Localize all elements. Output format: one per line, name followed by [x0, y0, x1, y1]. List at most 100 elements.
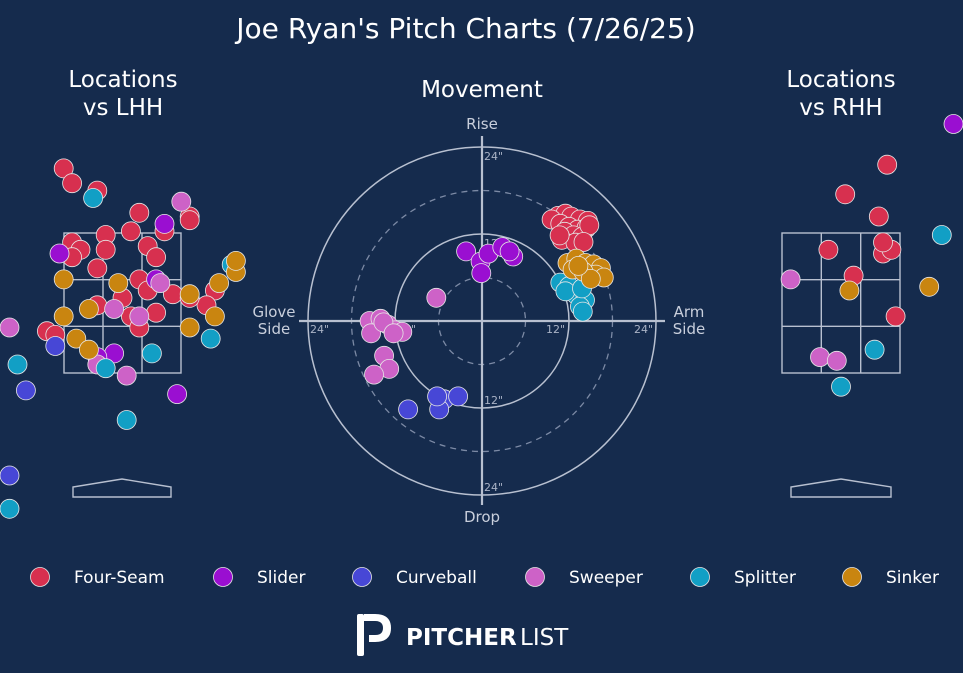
rhh-pitch-sweeper	[810, 347, 830, 368]
rhh-title-line2: vs RHH	[799, 95, 882, 121]
lhh-pitch-curveball	[45, 336, 66, 356]
glove-side-label-1: Glove	[252, 303, 295, 321]
lhh-pitch-sinker	[108, 273, 129, 294]
rhh-pitch-four-seam	[873, 232, 893, 253]
legend: Four-Seam Slider Curveball Sweeper Splitter S…	[30, 567, 939, 588]
movement-title: Movement	[421, 77, 543, 103]
legend-marker-sweeper	[525, 567, 545, 587]
legend-marker-slider	[213, 567, 233, 587]
lhh-pitch-sinker	[179, 284, 200, 305]
movement-panel: Movement Rise Drop Glove Side Arm Side 2…	[252, 77, 705, 526]
movement-points	[359, 203, 614, 420]
lhh-pitch-sinker	[204, 306, 225, 327]
lhh-pitch-sinker	[79, 299, 99, 319]
rise-label: Rise	[466, 115, 498, 133]
rhh-pitch-four-seam	[885, 306, 906, 327]
rhh-pitch-splitter	[864, 339, 885, 360]
lhh-pitch-curveball	[15, 380, 36, 401]
ring-label-12-bottom: 12"	[484, 394, 503, 407]
legend-label-slider: Slider	[257, 568, 305, 588]
lhh-panel: Locations vs LHH	[0, 67, 246, 519]
movement-pitch-sinker	[580, 268, 601, 289]
rhh-pitch-sweeper	[780, 269, 801, 290]
lhh-pitch-sweeper	[116, 365, 137, 386]
lhh-pitch-four-seam	[146, 247, 167, 268]
lhh-pitch-curveball	[0, 465, 20, 486]
lhh-pitch-four-seam	[129, 202, 150, 223]
ring-label-24-left: 24"	[310, 323, 329, 336]
rhh-panel: Locations vs RHH	[780, 67, 963, 498]
lhh-pitch-four-seam	[87, 258, 108, 279]
lhh-pitch-slider	[167, 384, 188, 405]
ring-label-24-bottom: 24"	[484, 481, 503, 494]
movement-pitch-curveball	[427, 386, 448, 407]
logo-text-pitcher: PITCHER	[406, 625, 517, 651]
ring-label-24-top: 24"	[484, 150, 503, 163]
lhh-pitch-splitter	[95, 358, 116, 379]
glove-side-label-2: Side	[258, 320, 290, 338]
legend-label-curveball: Curveball	[396, 568, 477, 588]
rhh-points	[780, 114, 963, 397]
rhh-pitch-splitter	[831, 376, 851, 397]
lhh-pitch-four-seam	[179, 210, 200, 231]
rhh-pitch-four-seam	[818, 239, 839, 260]
lhh-pitch-four-seam	[120, 221, 141, 242]
lhh-pitch-sweeper	[150, 273, 171, 294]
lhh-pitch-sinker	[79, 339, 99, 360]
rhh-pitch-splitter	[931, 225, 952, 245]
rhh-pitch-four-seam	[877, 154, 898, 175]
legend-marker-splitter	[690, 567, 710, 587]
lhh-pitch-four-seam	[62, 173, 82, 194]
rhh-pitch-four-seam	[835, 184, 856, 205]
pitcherlist-logo-icon	[357, 614, 391, 656]
rhh-pitch-sinker	[839, 280, 860, 301]
ring-label-24-right: 24"	[634, 323, 653, 336]
lhh-pitch-sweeper	[129, 306, 150, 327]
lhh-pitch-sweeper	[104, 299, 124, 319]
rhh-home-plate	[790, 478, 892, 498]
lhh-points	[0, 158, 246, 519]
lhh-pitch-sinker	[179, 317, 200, 338]
lhh-pitch-sweeper	[0, 317, 20, 338]
movement-pitch-slider	[456, 241, 477, 262]
lhh-pitch-sinker	[53, 306, 74, 327]
legend-marker-four-seam	[30, 567, 50, 587]
movement-pitch-four-seam	[573, 232, 594, 252]
lhh-pitch-four-seam	[146, 302, 167, 323]
lhh-pitch-four-seam	[95, 239, 116, 260]
lhh-pitch-splitter	[200, 328, 221, 349]
lhh-pitch-slider	[154, 213, 175, 234]
movement-pitch-sweeper	[364, 364, 384, 385]
logo-text-list: LIST	[520, 625, 569, 651]
lhh-pitch-sinker	[66, 328, 87, 349]
movement-pitch-sweeper	[426, 287, 447, 308]
movement-pitch-curveball	[398, 399, 419, 420]
lhh-title-line2: vs LHH	[83, 95, 163, 121]
lhh-pitch-splitter	[0, 498, 20, 519]
lhh-pitch-slider	[49, 243, 70, 264]
arm-side-label-2: Side	[673, 320, 705, 338]
lhh-pitch-sinker	[53, 269, 74, 290]
movement-pitch-splitter	[572, 301, 593, 322]
lhh-pitch-sinker	[225, 250, 246, 271]
movement-pitch-four-seam	[579, 215, 600, 236]
movement-pitch-slider	[471, 263, 492, 284]
ring-label-12-right: 12"	[546, 323, 565, 336]
lhh-pitch-sweeper	[171, 191, 192, 212]
legend-marker-sinker	[842, 567, 862, 587]
movement-pitch-slider	[499, 241, 520, 262]
lhh-pitch-four-seam	[53, 158, 74, 179]
legend-label-sweeper: Sweeper	[569, 568, 643, 588]
movement-pitch-curveball	[448, 386, 469, 407]
lhh-pitch-sinker	[209, 273, 230, 294]
legend-marker-curveball	[352, 567, 372, 587]
pitcherlist-logo: PITCHER LIST	[357, 614, 569, 656]
lhh-pitch-splitter	[83, 188, 103, 208]
movement-pitch-four-seam	[549, 225, 570, 246]
arm-side-label-1: Arm	[674, 303, 705, 321]
rhh-pitch-sinker	[919, 276, 940, 297]
legend-label-splitter: Splitter	[734, 568, 796, 588]
lhh-home-plate	[72, 478, 172, 498]
lhh-pitch-splitter	[141, 343, 162, 364]
